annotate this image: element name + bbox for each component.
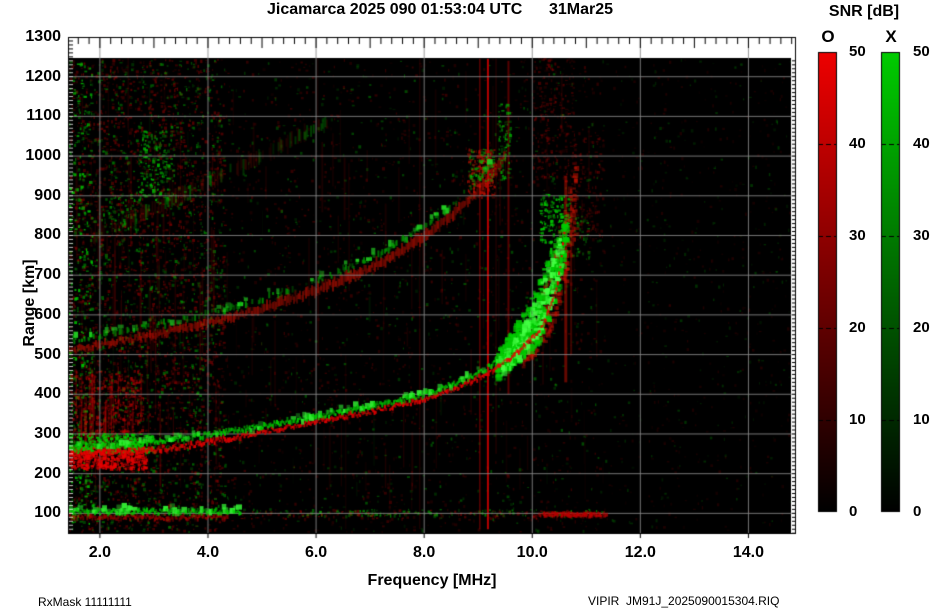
colorbar-title: SNR [dB] <box>828 3 900 20</box>
filename-text: VIPIR JM91J_2025090015304.RIQ <box>588 594 780 608</box>
y-tick-label: 300 <box>34 424 61 442</box>
y-tick-label: 900 <box>34 186 61 204</box>
colorbar-x-label: X <box>885 27 897 46</box>
x-tick-label: 8.0 <box>413 544 436 561</box>
colorbar-o-tick-label: 30 <box>849 227 866 244</box>
x-axis-title: Frequency [MHz] <box>367 572 497 589</box>
colorbar-x-tick-label: 40 <box>913 135 930 152</box>
plot-title: Jicamarca 2025 090 01:53:04 UTC 31Mar25 <box>266 1 613 18</box>
rxmask-text: RxMask 11111111 <box>38 595 132 609</box>
y-tick-label: 600 <box>34 305 61 323</box>
x-tick-label: 2.0 <box>88 544 111 561</box>
colorbar-x-tick-label: 10 <box>913 411 930 428</box>
x-tick-label: 12.0 <box>624 544 656 561</box>
colorbar-o-tick-label: 10 <box>849 411 866 428</box>
colorbar-x-tick-label: 0 <box>913 503 922 520</box>
y-tick-label: 100 <box>34 504 61 522</box>
y-tick-label: 500 <box>34 345 61 363</box>
y-tick-label: 1100 <box>26 107 61 125</box>
colorbar-o-label: O <box>821 27 835 46</box>
x-tick-label: 6.0 <box>304 544 328 561</box>
colorbar-o-tick-label: 50 <box>849 43 866 60</box>
y-tick-label: 1300 <box>25 28 61 45</box>
colorbar-o-tick-label: 0 <box>849 503 858 520</box>
colorbar-x-tick-label: 50 <box>913 43 930 60</box>
colorbar-o-tick-label: 20 <box>849 319 866 336</box>
colorbar-o-tick-label: 40 <box>849 135 866 152</box>
y-tick-label: 800 <box>34 226 61 244</box>
x-tick-label: 4.0 <box>196 544 220 561</box>
y-tick-label: 700 <box>34 266 61 284</box>
y-tick-label: 1200 <box>25 67 61 85</box>
y-tick-label: 1000 <box>25 147 61 165</box>
x-tick-label: 14.0 <box>732 544 764 561</box>
x-tick-label: 10.0 <box>516 544 548 561</box>
colorbar-x-tick-label: 20 <box>913 319 930 336</box>
y-tick-label: 400 <box>34 385 61 403</box>
y-tick-label: 200 <box>34 464 61 482</box>
colorbar-x-tick-label: 30 <box>913 227 930 244</box>
